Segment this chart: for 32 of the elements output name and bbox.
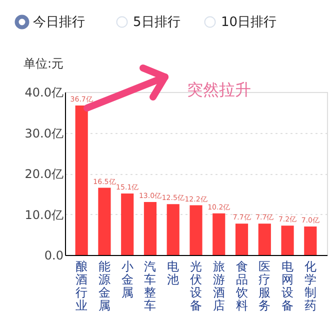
text: 10日排行 — [221, 15, 277, 30]
text: 5日排行 — [133, 15, 180, 30]
x-tick-label: 汽车整车 — [144, 260, 156, 312]
y-axis-title: 单位:元 — [24, 56, 64, 70]
bar — [75, 105, 88, 255]
x-tick-label: 光伏设备 — [190, 260, 202, 312]
x-tick-label: 化学制药 — [304, 260, 316, 312]
x-tick-label: 电网设备 — [282, 260, 294, 312]
x-tick-label: 能源金属 — [98, 260, 110, 312]
y-tick-label: 20.0亿 — [24, 167, 64, 181]
y-tick-label: 30.0亿 — [24, 126, 64, 140]
x-tick-label: 酿酒行业 — [76, 260, 88, 312]
y-tick-label: 0.0 — [44, 248, 64, 262]
x-tick-label: 食品饮料 — [234, 260, 248, 312]
annotation: 突然拉升 — [187, 80, 251, 99]
bar — [98, 188, 111, 255]
bar — [144, 202, 157, 255]
y-tick-label: 10.0亿 — [24, 208, 64, 222]
bar — [235, 224, 248, 255]
x-tick-label: 小金属 — [121, 260, 134, 300]
x-tick-label: 医疗服务 — [258, 260, 271, 312]
bar — [121, 193, 134, 255]
bar — [258, 224, 271, 255]
bar — [281, 226, 294, 255]
text: 今日排行 — [33, 15, 85, 30]
y-tick-label: 40.0亿 — [24, 86, 64, 100]
x-tick-label: 电池 — [167, 260, 180, 286]
bar — [190, 205, 202, 255]
bar — [212, 213, 226, 255]
bar — [304, 226, 317, 255]
bar — [166, 204, 180, 255]
x-tick-label: 旅游酒店 — [212, 260, 225, 312]
